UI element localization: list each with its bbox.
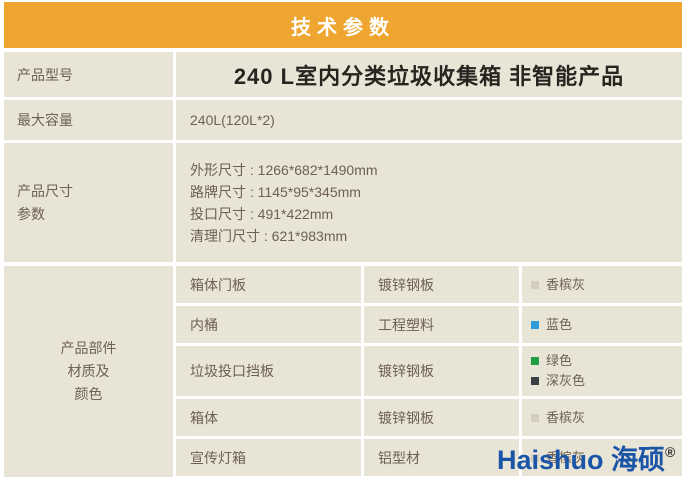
part-material-cell: 工程塑料	[364, 306, 519, 343]
part-name-cell: 内桶	[176, 306, 361, 343]
row-label-parts: 产品部件 材质及 颜色	[4, 266, 173, 477]
dimension-line: 路牌尺寸 : 1145*95*345mm	[190, 183, 361, 200]
dimension-line: 投口尺寸 : 491*422mm	[190, 205, 334, 222]
color-swatch	[531, 357, 539, 365]
model-value: 240 L室内分类垃圾收集箱 非智能产品	[176, 52, 682, 97]
capacity-label: 最大容量	[17, 112, 73, 128]
dimension-line: 外形尺寸 : 1266*682*1490mm	[190, 161, 378, 178]
part-color-cell: 香槟灰	[522, 266, 682, 303]
registered-trademark-icon: ®	[665, 444, 676, 460]
part-material-cell: 镀锌钢板	[364, 399, 519, 436]
color-swatch	[531, 453, 539, 462]
part-material-cell: 铝型材	[364, 439, 519, 476]
dimensions-value: 外形尺寸 : 1266*682*1490mm 路牌尺寸 : 1145*95*34…	[176, 143, 682, 262]
part-color-cell: 蓝色	[522, 306, 682, 343]
color-swatch	[531, 413, 539, 422]
brand-logo-latin: Haishuo	[497, 445, 604, 475]
part-color-cell: 香槟灰	[522, 439, 682, 476]
brand-logo-chinese: 海硕	[611, 445, 666, 475]
spec-header-title: 技术参数	[291, 16, 395, 39]
dimension-line: 清理门尺寸 : 621*983mm	[190, 227, 348, 244]
color-swatch	[531, 320, 539, 329]
spec-header: 技术参数	[4, 2, 682, 48]
part-color-cell: 绿色 深灰色	[522, 346, 682, 396]
model-label: 产品型号	[17, 66, 73, 83]
row-label-capacity: 最大容量	[4, 100, 173, 140]
part-name-cell: 宣传灯箱	[176, 439, 361, 476]
part-color-cell: 香槟灰	[522, 399, 682, 436]
color-swatch	[531, 280, 539, 289]
row-label-model: 产品型号	[4, 52, 173, 97]
color-swatch	[531, 377, 539, 385]
row-label-dimensions: 产品尺寸 参数	[4, 143, 173, 262]
part-name-cell: 垃圾投口挡板	[176, 346, 361, 396]
part-name-cell: 箱体门板	[176, 266, 361, 303]
part-material-cell: 镀锌钢板	[364, 346, 519, 396]
part-material-cell: 镀锌钢板	[364, 266, 519, 303]
capacity-value: 240L(120L*2)	[176, 100, 682, 140]
brand-logo: Haishuo 海硕®	[497, 444, 676, 479]
part-name-cell: 箱体	[176, 399, 361, 436]
